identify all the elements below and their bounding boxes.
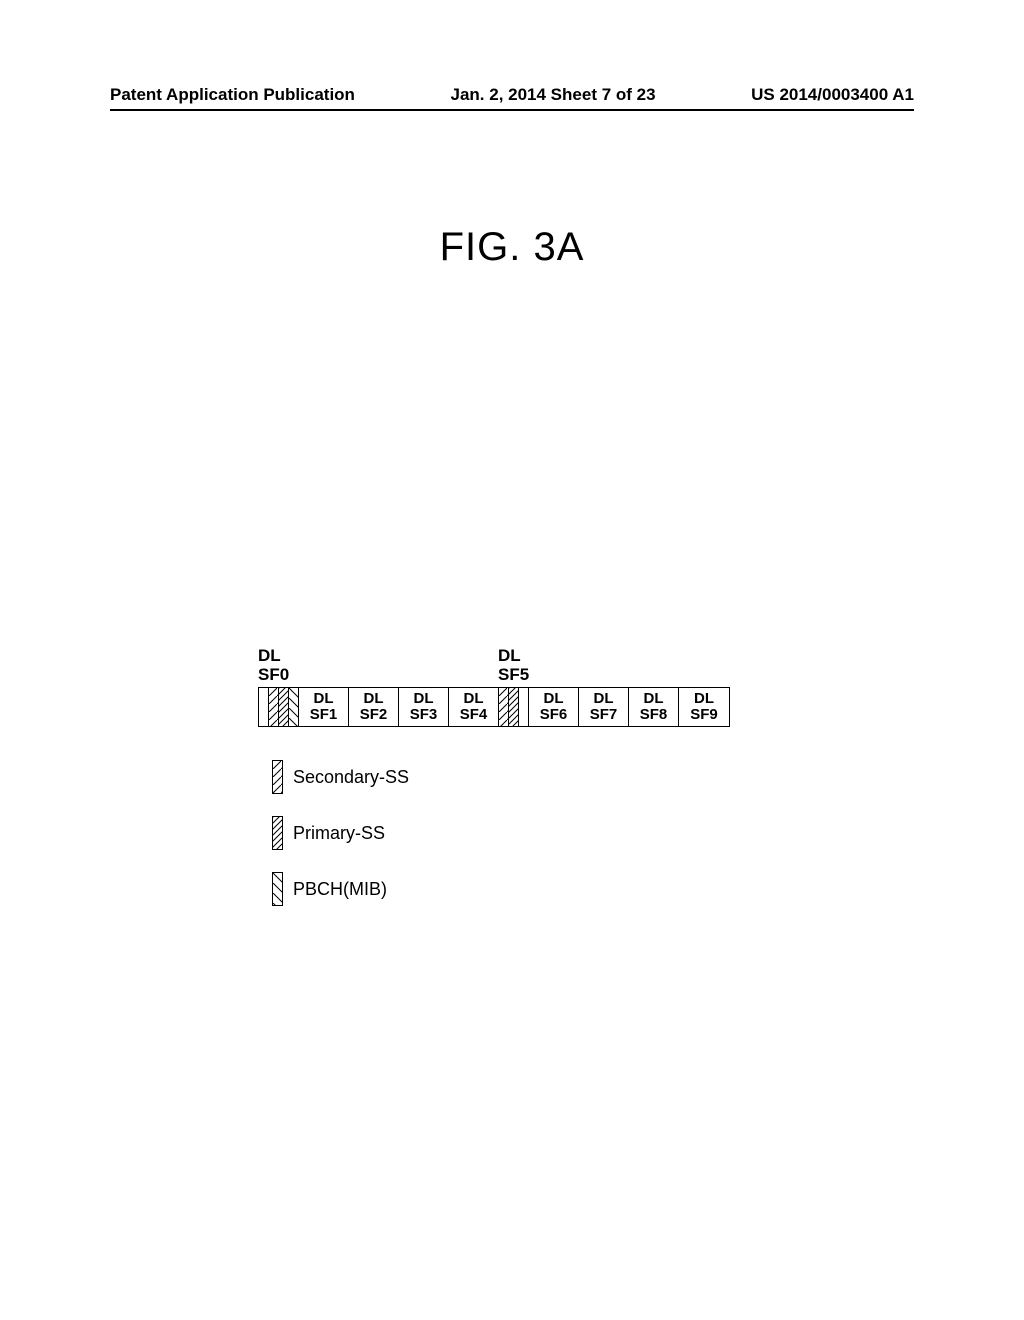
subframe-cell: DL SF7: [579, 688, 629, 726]
pss-slot: [279, 688, 289, 726]
sss-slot: [499, 688, 509, 726]
subframe-cell: DL SF8: [629, 688, 679, 726]
header-left: Patent Application Publication: [110, 85, 355, 105]
sss-slot: [269, 688, 279, 726]
frame-diagram: DL SF0DL SF5 DL SF1DL SF2DL SF3DL SF4DL …: [258, 645, 730, 727]
pss-slot: [509, 688, 519, 726]
blank-slot: [259, 688, 269, 726]
legend: Secondary-SS Primary-SS PBCH(MIB): [272, 760, 409, 928]
pbch-swatch-icon: [272, 872, 283, 906]
subframe-cell: DL SF1: [299, 688, 349, 726]
legend-label: PBCH(MIB): [293, 879, 387, 900]
legend-item: Secondary-SS: [272, 760, 409, 794]
subframe-cell: DL SF4: [449, 688, 499, 726]
pbch-slot: [289, 688, 299, 726]
above-label: DL SF0: [258, 646, 308, 685]
sss-swatch-icon: [272, 760, 283, 794]
above-label: DL SF5: [498, 646, 548, 685]
header-center: Jan. 2, 2014 Sheet 7 of 23: [451, 85, 656, 105]
subframe-row: DL SF1DL SF2DL SF3DL SF4DL SF6DL SF7DL S…: [258, 687, 730, 727]
subframe-cell: DL SF3: [399, 688, 449, 726]
pss-swatch-icon: [272, 816, 283, 850]
blank-slot: [519, 688, 529, 726]
header-row: Patent Application Publication Jan. 2, 2…: [110, 85, 914, 111]
subframe-cell: DL SF2: [349, 688, 399, 726]
header-right: US 2014/0003400 A1: [751, 85, 914, 105]
above-labels-row: DL SF0 DL SF5: [258, 645, 730, 687]
legend-item: PBCH(MIB): [272, 872, 409, 906]
legend-label: Primary-SS: [293, 823, 385, 844]
legend-item: Primary-SS: [272, 816, 409, 850]
figure-title: FIG. 3A: [0, 225, 1024, 270]
subframe-cell: DL SF9: [679, 688, 729, 726]
page: Patent Application Publication Jan. 2, 2…: [0, 0, 1024, 1320]
legend-label: Secondary-SS: [293, 767, 409, 788]
subframe-cell: DL SF6: [529, 688, 579, 726]
